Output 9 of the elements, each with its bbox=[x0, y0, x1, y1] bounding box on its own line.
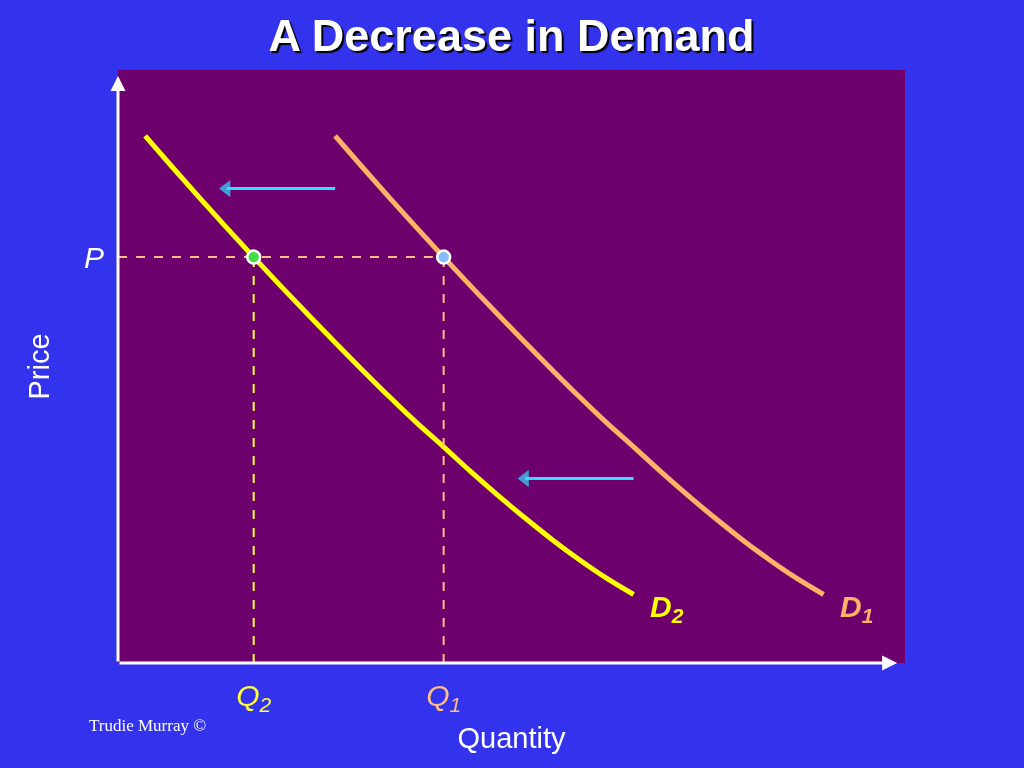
y-axis-title: Price bbox=[23, 333, 56, 400]
text: Trudie Murray © bbox=[89, 716, 207, 735]
series-label: D$_{2}$ bbox=[650, 590, 684, 628]
series-label: P bbox=[84, 241, 105, 274]
series-label: D$_{1}$ bbox=[840, 590, 874, 628]
x-tick-label: Q$_{2}$ bbox=[236, 679, 272, 717]
chart-title: A Decrease in Demand bbox=[268, 9, 755, 61]
x-axis-title: Quantity bbox=[457, 722, 566, 755]
x-tick-label: Q$_{1}$ bbox=[426, 679, 462, 717]
